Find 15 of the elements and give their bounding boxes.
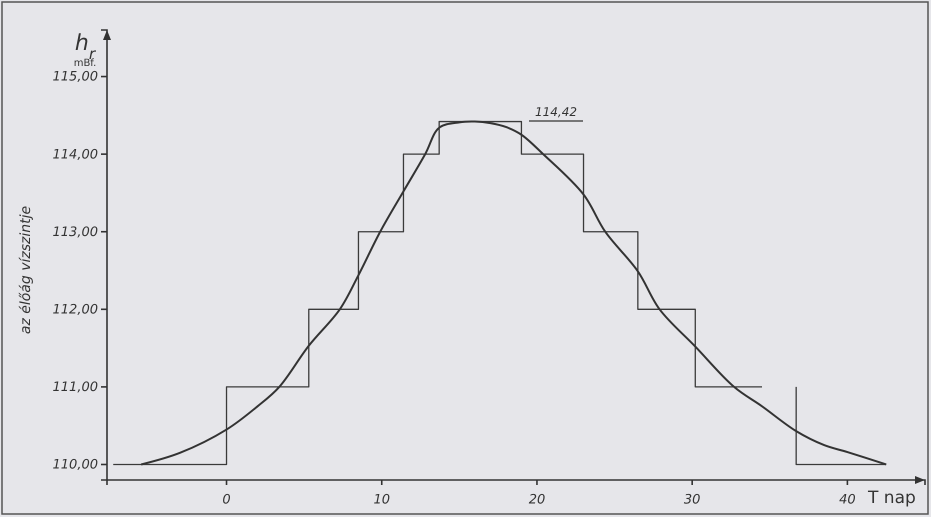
x-tick-label: 30 <box>684 492 700 508</box>
x-tick-label: 0 <box>222 492 231 508</box>
x-tick-label: 40 <box>839 492 856 508</box>
y-axis-title: az élőág vízszintje <box>18 206 34 334</box>
text: mBf. <box>74 58 96 69</box>
y-tick-label: 112,00 <box>52 302 98 318</box>
x-tick-label: 20 <box>528 492 546 508</box>
annotation: 114,42 <box>535 105 577 119</box>
x-tick-label: 10 <box>373 492 390 508</box>
x-axis-title: T nap <box>867 488 916 508</box>
y-tick-label: 114,00 <box>52 147 98 162</box>
y-tick-label: 113,00 <box>52 224 98 240</box>
y-tick-label: 115,00 <box>52 70 98 85</box>
y-tick-label: 111,00 <box>52 380 98 396</box>
y-tick-label: 110,00 <box>52 458 98 473</box>
